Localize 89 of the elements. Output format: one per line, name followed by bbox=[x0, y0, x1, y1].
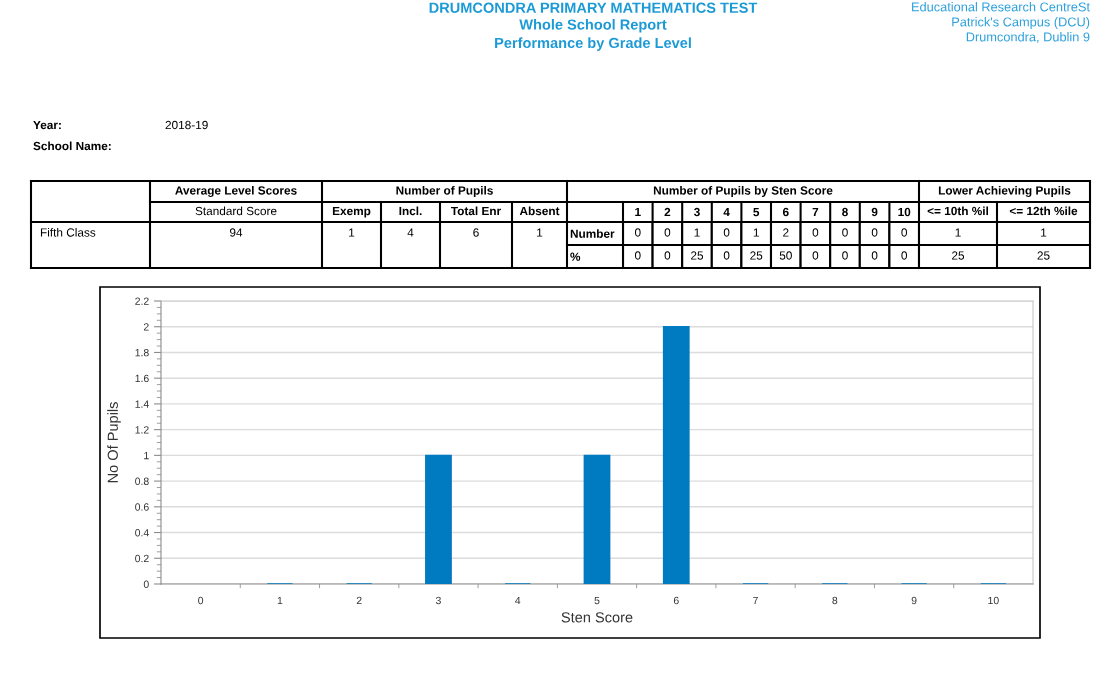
x-tick-label: 10 bbox=[898, 207, 911, 217]
text: <= 12th %ile bbox=[1009, 206, 1078, 216]
data-label: 0 bbox=[871, 251, 878, 260]
text: Patrick's Campus (DCU) bbox=[952, 17, 1090, 29]
data-label: 0 bbox=[812, 228, 819, 237]
text: Lower Achieving Pupils bbox=[938, 185, 1071, 198]
text: 25 bbox=[952, 251, 965, 260]
y-tick-label: 1.2 bbox=[135, 426, 149, 434]
text: Incl. bbox=[399, 206, 422, 216]
text: Year: bbox=[33, 120, 61, 130]
y-tick-label: 0 bbox=[143, 580, 149, 588]
x-tick-label: 9 bbox=[911, 596, 917, 605]
data-label: 0 bbox=[812, 251, 819, 260]
y-tick-label: 0.6 bbox=[135, 503, 149, 511]
text: School Name: bbox=[33, 141, 111, 151]
x-tick-label: 9 bbox=[871, 207, 878, 217]
x-tick-label: 2 bbox=[664, 207, 671, 217]
bar bbox=[583, 454, 611, 584]
data-label: 0 bbox=[723, 251, 730, 260]
x-tick-label: 5 bbox=[753, 207, 760, 217]
x-axis-title: Sten Score bbox=[561, 612, 633, 623]
data-label: 0 bbox=[871, 228, 878, 237]
y-tick-label: 1.8 bbox=[135, 348, 149, 357]
x-tick-label: 10 bbox=[988, 596, 999, 605]
y-tick-label: 2 bbox=[143, 323, 149, 331]
x-tick-label: 8 bbox=[842, 207, 848, 217]
text: DRUMCONDRA PRIMARY MATHEMATICS TEST bbox=[429, 2, 758, 13]
y-tick-label: 0.2 bbox=[135, 554, 149, 563]
data-label: 25 bbox=[750, 251, 763, 260]
text: 94 bbox=[229, 228, 243, 237]
data-label: 0 bbox=[664, 228, 671, 237]
y-tick-label: 2.2 bbox=[135, 297, 149, 305]
data-label: 0 bbox=[901, 228, 908, 237]
data-label: 0 bbox=[842, 228, 848, 237]
y-tick-label: Number bbox=[570, 229, 615, 238]
x-tick-label: 1 bbox=[277, 596, 283, 605]
data-label: 1 bbox=[753, 228, 759, 237]
text: Exemp bbox=[332, 206, 371, 218]
data-label: 0 bbox=[664, 251, 671, 260]
text: Fifth Class bbox=[40, 228, 96, 237]
text: Number of Pupils bbox=[396, 186, 493, 197]
bar bbox=[662, 326, 690, 584]
text: 2018-19 bbox=[165, 120, 208, 130]
data-label: 0 bbox=[634, 228, 641, 237]
data-label: 2 bbox=[783, 228, 789, 237]
x-tick-label: 1 bbox=[635, 207, 641, 217]
text: 4 bbox=[407, 228, 414, 237]
text: 1 bbox=[1041, 228, 1047, 237]
data-label: 0 bbox=[723, 228, 730, 237]
data-label: 50 bbox=[779, 251, 792, 260]
data-label: 0 bbox=[901, 251, 908, 260]
bar bbox=[425, 454, 452, 584]
x-tick-label: 6 bbox=[673, 596, 679, 605]
text: Whole School Report Performance by Grade Level bbox=[495, 19, 691, 51]
text: Standard Score bbox=[195, 206, 277, 216]
text: Average Level Scores bbox=[175, 185, 297, 198]
text: <= 10th %il bbox=[927, 206, 988, 216]
y-axis-title: No Of Pupils bbox=[107, 402, 121, 483]
y-tick-label: 0.8 bbox=[135, 477, 149, 485]
text: 1 bbox=[955, 228, 961, 237]
text: 1 bbox=[349, 228, 355, 237]
y-tick-label: 1.6 bbox=[135, 374, 149, 383]
x-tick-label: 7 bbox=[812, 207, 819, 217]
x-tick-label: 4 bbox=[515, 596, 521, 605]
text: 6 bbox=[473, 228, 479, 237]
text: Drumcondra, Dublin 9 bbox=[966, 32, 1090, 43]
text: Educational Research CentreSt bbox=[912, 2, 1090, 12]
y-tick-label: % bbox=[570, 252, 581, 261]
y-tick-label: 0.4 bbox=[135, 529, 149, 537]
x-tick-label: 0 bbox=[198, 596, 204, 605]
data-label: 0 bbox=[634, 251, 641, 260]
text: 1 bbox=[537, 228, 543, 237]
x-tick-label: 2 bbox=[356, 596, 362, 605]
text: Absent bbox=[519, 206, 560, 216]
y-tick-label: 1.4 bbox=[135, 400, 149, 408]
data-label: 1 bbox=[694, 228, 700, 237]
x-tick-label: 8 bbox=[832, 596, 838, 605]
x-tick-label: 6 bbox=[782, 207, 789, 217]
text: 25 bbox=[1037, 251, 1050, 260]
x-tick-label: 3 bbox=[435, 596, 441, 605]
x-tick-label: 4 bbox=[723, 207, 730, 217]
data-label: 25 bbox=[691, 251, 704, 260]
x-tick-label: 3 bbox=[693, 207, 700, 217]
x-tick-label: 5 bbox=[594, 596, 600, 605]
text: Total Enr bbox=[450, 206, 501, 216]
text: Number of Pupils by Sten Score bbox=[653, 186, 833, 197]
y-tick-label: 1 bbox=[144, 451, 149, 460]
x-tick-label: 7 bbox=[753, 596, 758, 605]
data-label: 0 bbox=[842, 251, 848, 260]
